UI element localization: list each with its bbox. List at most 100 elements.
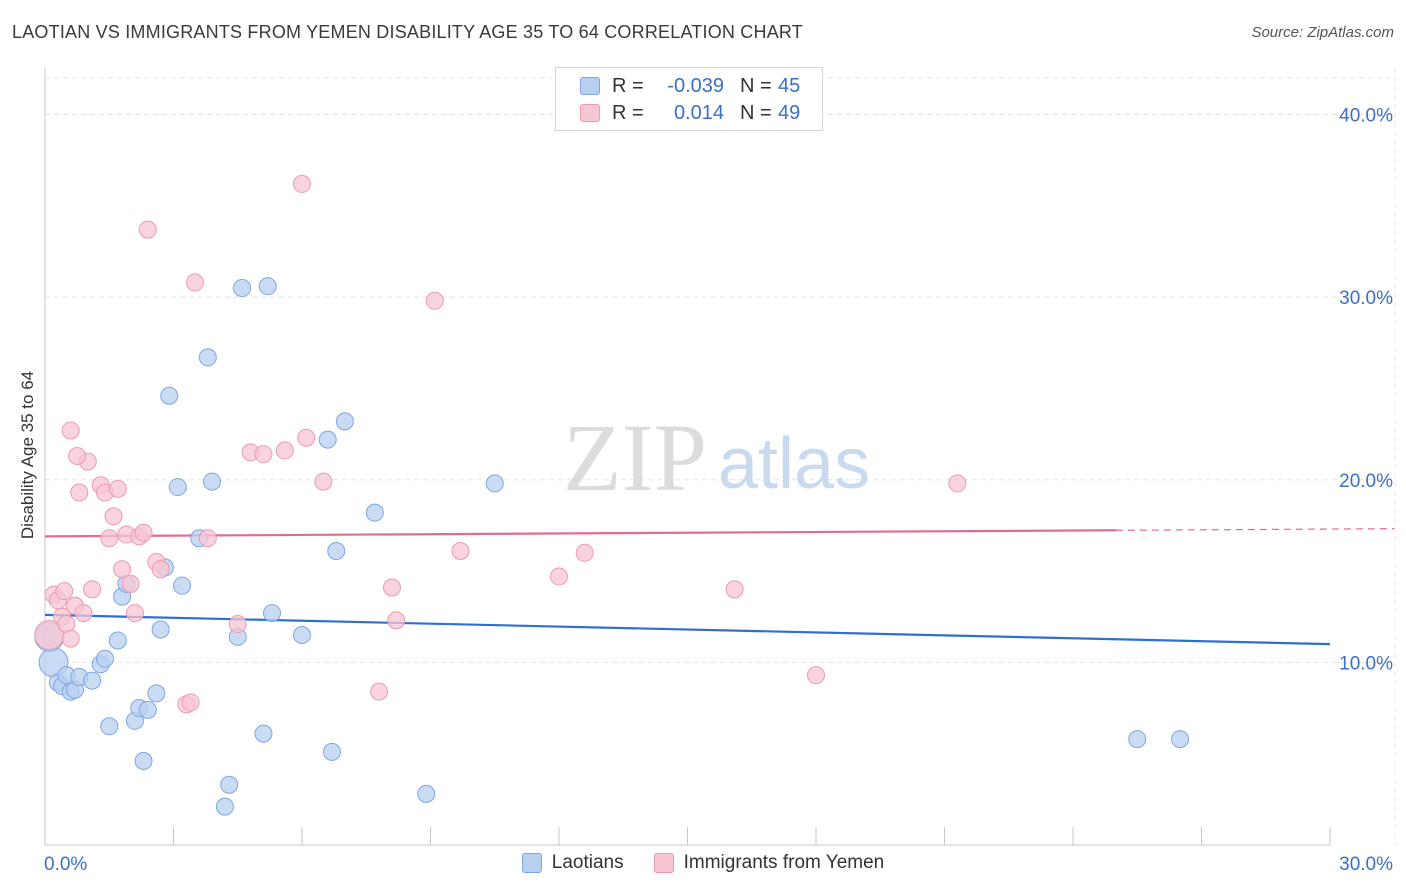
point-yemen xyxy=(382,578,401,597)
trend-lines xyxy=(44,528,1395,646)
point-yemen xyxy=(297,428,316,447)
legend-item-laotians[interactable]: Laotians xyxy=(521,852,624,874)
data-points xyxy=(34,174,1190,816)
point-laotians xyxy=(485,474,504,493)
point-yemen xyxy=(100,529,119,548)
point-yemen xyxy=(275,441,294,460)
point-yemen xyxy=(370,682,389,701)
point-laotians xyxy=(173,576,192,595)
watermark-atlas: atlas xyxy=(718,424,870,504)
y-tick-label: 30.0% xyxy=(1339,288,1393,309)
chart-title: LAOTIAN VS IMMIGRANTS FROM YEMEN DISABIL… xyxy=(12,22,803,42)
legend-label-yemen: Immigrants from Yemen xyxy=(683,852,885,873)
point-yemen xyxy=(451,541,470,560)
point-yemen xyxy=(185,273,204,292)
point-yemen xyxy=(61,629,80,648)
r-label: R = xyxy=(612,74,644,97)
point-yemen xyxy=(138,220,157,239)
point-yemen xyxy=(575,543,594,562)
point-laotians xyxy=(233,279,252,298)
r-label: R = xyxy=(612,101,644,124)
correlation-legend: R = -0.039 N = 45 R = 0.014 N = 49 xyxy=(555,67,823,131)
n-label: N = xyxy=(740,74,772,97)
point-laotians xyxy=(160,386,179,405)
point-yemen xyxy=(121,574,140,593)
point-laotians xyxy=(327,541,346,560)
gridlines xyxy=(45,68,1396,845)
point-yemen xyxy=(134,523,153,542)
point-yemen xyxy=(108,479,127,498)
point-yemen xyxy=(83,580,102,599)
point-yemen xyxy=(807,666,825,685)
point-yemen xyxy=(151,560,170,579)
legend-item-yemen[interactable]: Immigrants from Yemen xyxy=(653,852,885,874)
point-laotians xyxy=(108,631,127,650)
point-laotians xyxy=(95,649,114,668)
point-laotians xyxy=(335,412,354,431)
point-laotians xyxy=(322,742,341,761)
point-laotians xyxy=(258,277,277,296)
r-value: -0.039 xyxy=(667,74,724,97)
trend-line-blue xyxy=(44,613,1331,646)
legend-label-laotians: Laotians xyxy=(551,852,624,873)
point-laotians xyxy=(1128,730,1147,749)
point-laotians xyxy=(198,348,217,367)
point-yemen xyxy=(113,560,132,579)
y-axis-label: Disability Age 35 to 64 xyxy=(18,370,37,540)
axes xyxy=(44,68,1331,846)
point-yemen xyxy=(104,507,123,526)
point-yemen xyxy=(254,445,273,464)
point-laotians xyxy=(220,775,239,794)
trend-line-extension-pink xyxy=(1115,528,1395,531)
point-yemen xyxy=(125,604,144,623)
legend-swatch-pink xyxy=(580,104,600,122)
legend-row-yemen: R = 0.014 N = 49 xyxy=(580,100,800,126)
point-yemen xyxy=(948,474,967,493)
point-laotians xyxy=(151,620,170,639)
source-label: Source: ZipAtlas.com xyxy=(1251,24,1394,41)
point-yemen xyxy=(314,472,333,491)
point-yemen xyxy=(68,447,87,466)
point-laotians xyxy=(147,684,166,703)
point-laotians xyxy=(168,478,187,497)
point-laotians xyxy=(134,751,153,770)
point-yemen xyxy=(198,529,217,548)
y-tick-label: 40.0% xyxy=(1339,106,1393,127)
point-laotians xyxy=(203,472,222,491)
r-value: 0.014 xyxy=(673,101,724,124)
watermark-zip: ZIP xyxy=(563,404,707,511)
point-laotians xyxy=(215,797,234,816)
point-laotians xyxy=(100,717,119,736)
y-tick-label: 20.0% xyxy=(1339,471,1393,492)
n-label: N = xyxy=(740,101,772,124)
legend-swatch-pink xyxy=(653,853,674,873)
point-yemen xyxy=(55,582,74,601)
point-laotians xyxy=(138,700,157,719)
point-laotians xyxy=(293,625,311,644)
legend-swatch-blue xyxy=(580,77,600,95)
n-value: 49 xyxy=(778,101,801,124)
n-value: 45 xyxy=(778,74,801,97)
point-yemen xyxy=(550,567,568,586)
series-legend: Laotians Immigrants from Yemen xyxy=(0,852,1406,874)
point-yemen xyxy=(181,693,200,712)
point-laotians xyxy=(254,724,273,743)
point-yemen xyxy=(74,604,93,623)
x-tick-label: 0.0% xyxy=(44,854,87,875)
trend-line-pink xyxy=(44,529,1116,538)
point-yemen xyxy=(70,483,89,502)
point-yemen xyxy=(228,615,247,634)
point-yemen xyxy=(61,421,80,440)
legend-swatch-blue xyxy=(521,853,542,873)
point-laotians xyxy=(83,671,102,690)
watermark: ZIP atlas xyxy=(563,404,870,511)
point-yemen xyxy=(387,611,406,630)
point-yemen xyxy=(293,174,311,193)
tick-labels: 10.0% 20.0% 30.0% 40.0% 0.0% 30.0% xyxy=(44,106,1393,875)
legend-row-laotians: R = -0.039 N = 45 xyxy=(580,73,800,99)
y-tick-label: 10.0% xyxy=(1339,653,1393,674)
point-yemen xyxy=(725,580,744,599)
point-laotians xyxy=(1171,730,1190,749)
point-laotians xyxy=(365,503,384,522)
